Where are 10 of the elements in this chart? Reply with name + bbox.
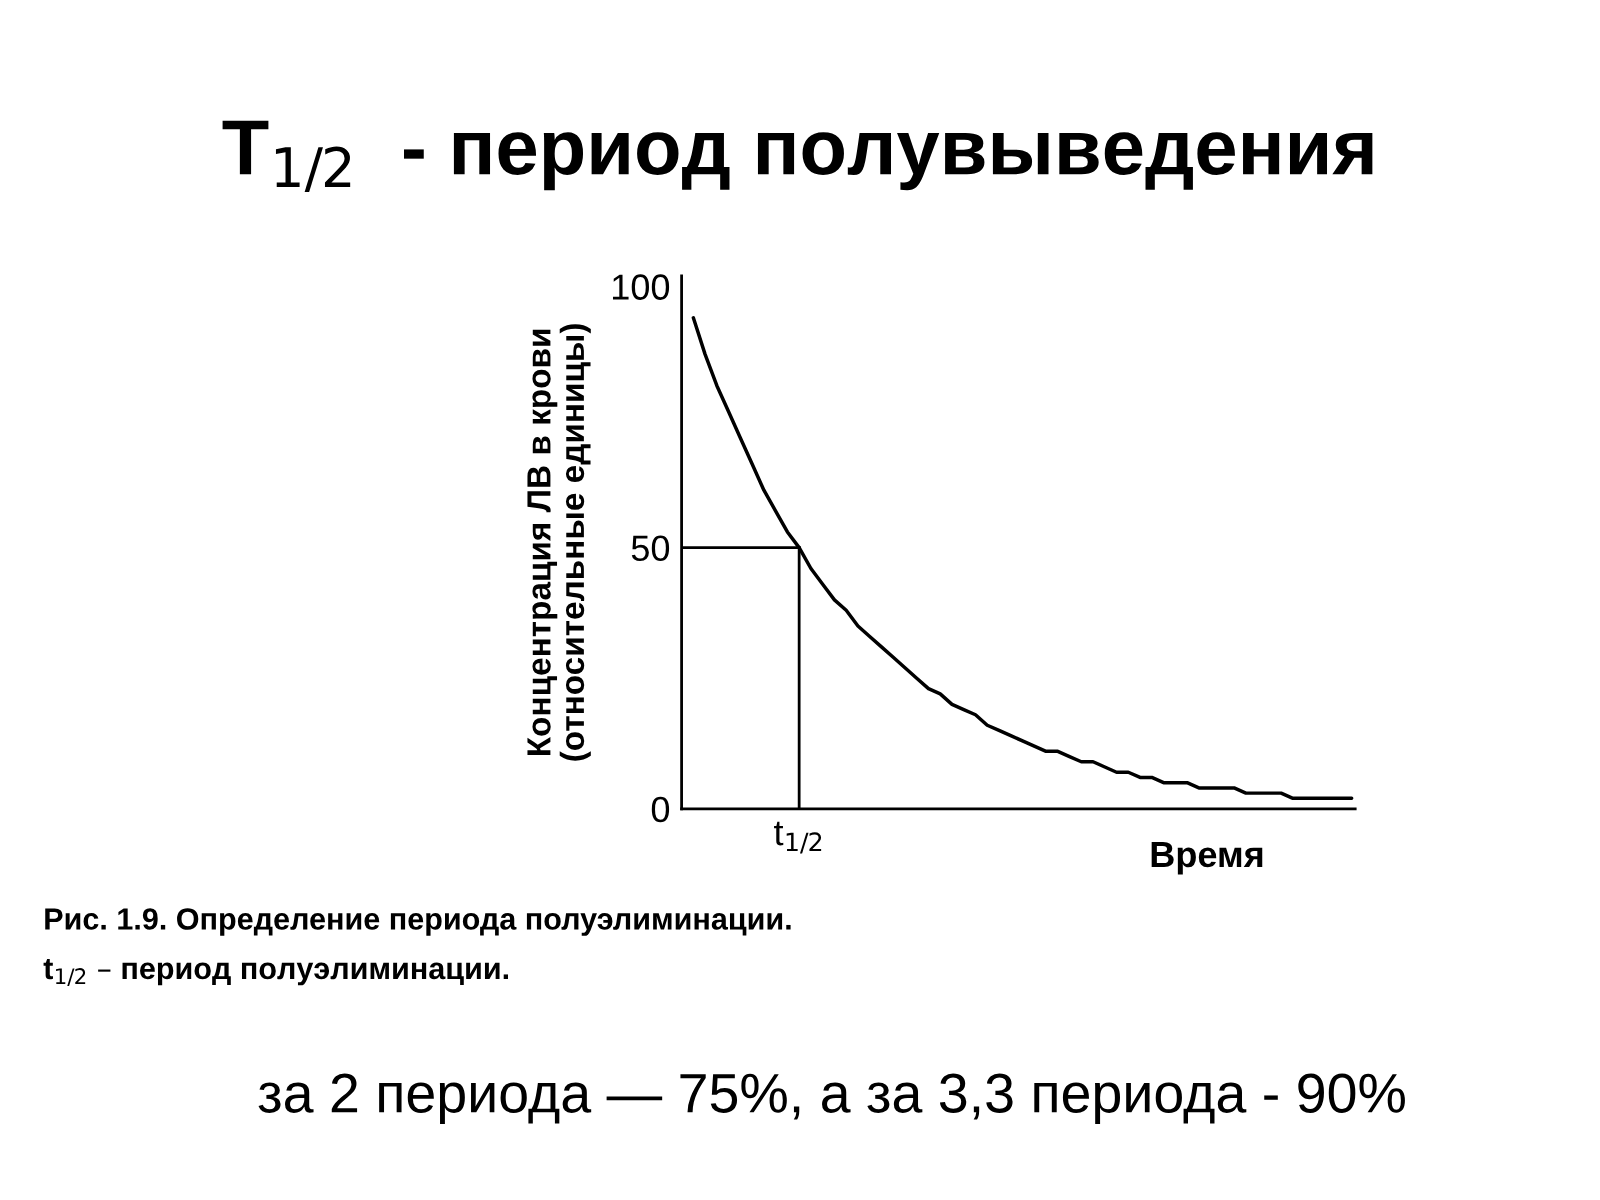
text: Рис. 1.9. Определение периода полуэлиминации. — [45, 908, 791, 936]
y-tick-label: 100 — [613, 274, 670, 300]
x-tick-label: t$_{1/2}$ — [774, 821, 822, 854]
chart-title: T$_{1/2}$ - период полувыведения — [222, 120, 1373, 193]
y-tick-label: 50 — [631, 535, 670, 562]
y-axis-title: Концентрация ЛВ в крови (относительные единицы) — [527, 324, 591, 761]
text: за 2 периода — 75%, а за 3,3 периода - 90% — [258, 1073, 1405, 1124]
text: t$_{1/2}$ – период полуэлиминации. — [43, 959, 509, 986]
x-axis-title: Время — [1151, 842, 1263, 875]
y-tick-label: 0 — [651, 796, 670, 823]
